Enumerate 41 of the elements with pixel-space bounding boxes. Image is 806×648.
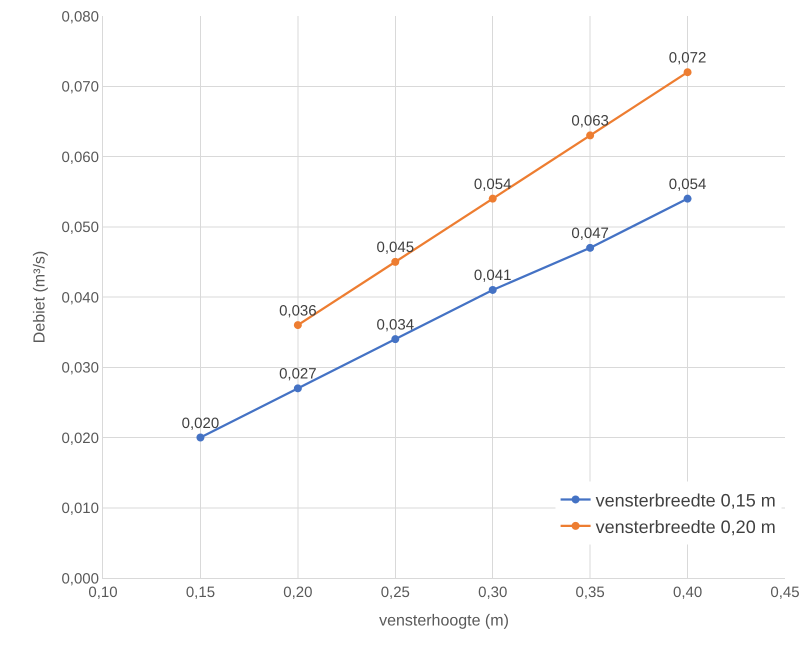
y-tick-label: 0,030 (61, 360, 99, 376)
y-axis-title: Debiet (m³/s) (31, 250, 48, 344)
point (391, 258, 400, 266)
point (294, 321, 302, 330)
y-tick-label: 0,070 (61, 78, 99, 96)
y-tick-label: 0,020 (61, 430, 99, 447)
x-axis-title: vensterhoogte (m) (379, 612, 509, 630)
point (684, 68, 692, 76)
point (488, 194, 497, 203)
x-tick-label: 0,30 (478, 584, 508, 601)
point (391, 335, 400, 344)
x-tick-label: 0,25 (380, 584, 410, 601)
point (196, 434, 204, 442)
point (586, 131, 594, 140)
point (294, 384, 302, 392)
data-label: 0,027 (279, 366, 317, 383)
point (586, 244, 594, 252)
y-tick-label: 0,040 (61, 289, 99, 306)
x-tick-label: 0,40 (672, 584, 702, 601)
data-label: 0,063 (571, 112, 609, 130)
x-tick-label: 0,20 (283, 584, 312, 601)
legend-label: vensterbreedte 0,15 m (596, 490, 776, 510)
x-tick-label: 0,15 (186, 584, 216, 601)
data-label: 0,054 (474, 176, 512, 193)
y-tick-label: 0,060 (61, 148, 99, 166)
y-tick-label: 0,080 (61, 8, 99, 26)
y-tick-label: 0,010 (61, 500, 99, 517)
x-tick-label: 0,45 (770, 584, 800, 601)
data-label: 0,045 (376, 239, 414, 256)
data-label: 0,054 (668, 176, 706, 193)
data-label: 0,020 (182, 414, 220, 432)
data-label: 0,034 (376, 316, 414, 334)
data-label: 0,072 (668, 49, 706, 66)
legend-label: vensterbreedte 0,20 m (596, 516, 776, 537)
y-tick-label: 0,050 (61, 219, 99, 236)
data-label: 0,041 (474, 267, 512, 284)
point (684, 194, 692, 203)
point (488, 286, 497, 294)
data-label: 0,036 (279, 302, 317, 320)
x-tick-label: 0,35 (576, 584, 605, 601)
data-label: 0,047 (571, 225, 609, 242)
